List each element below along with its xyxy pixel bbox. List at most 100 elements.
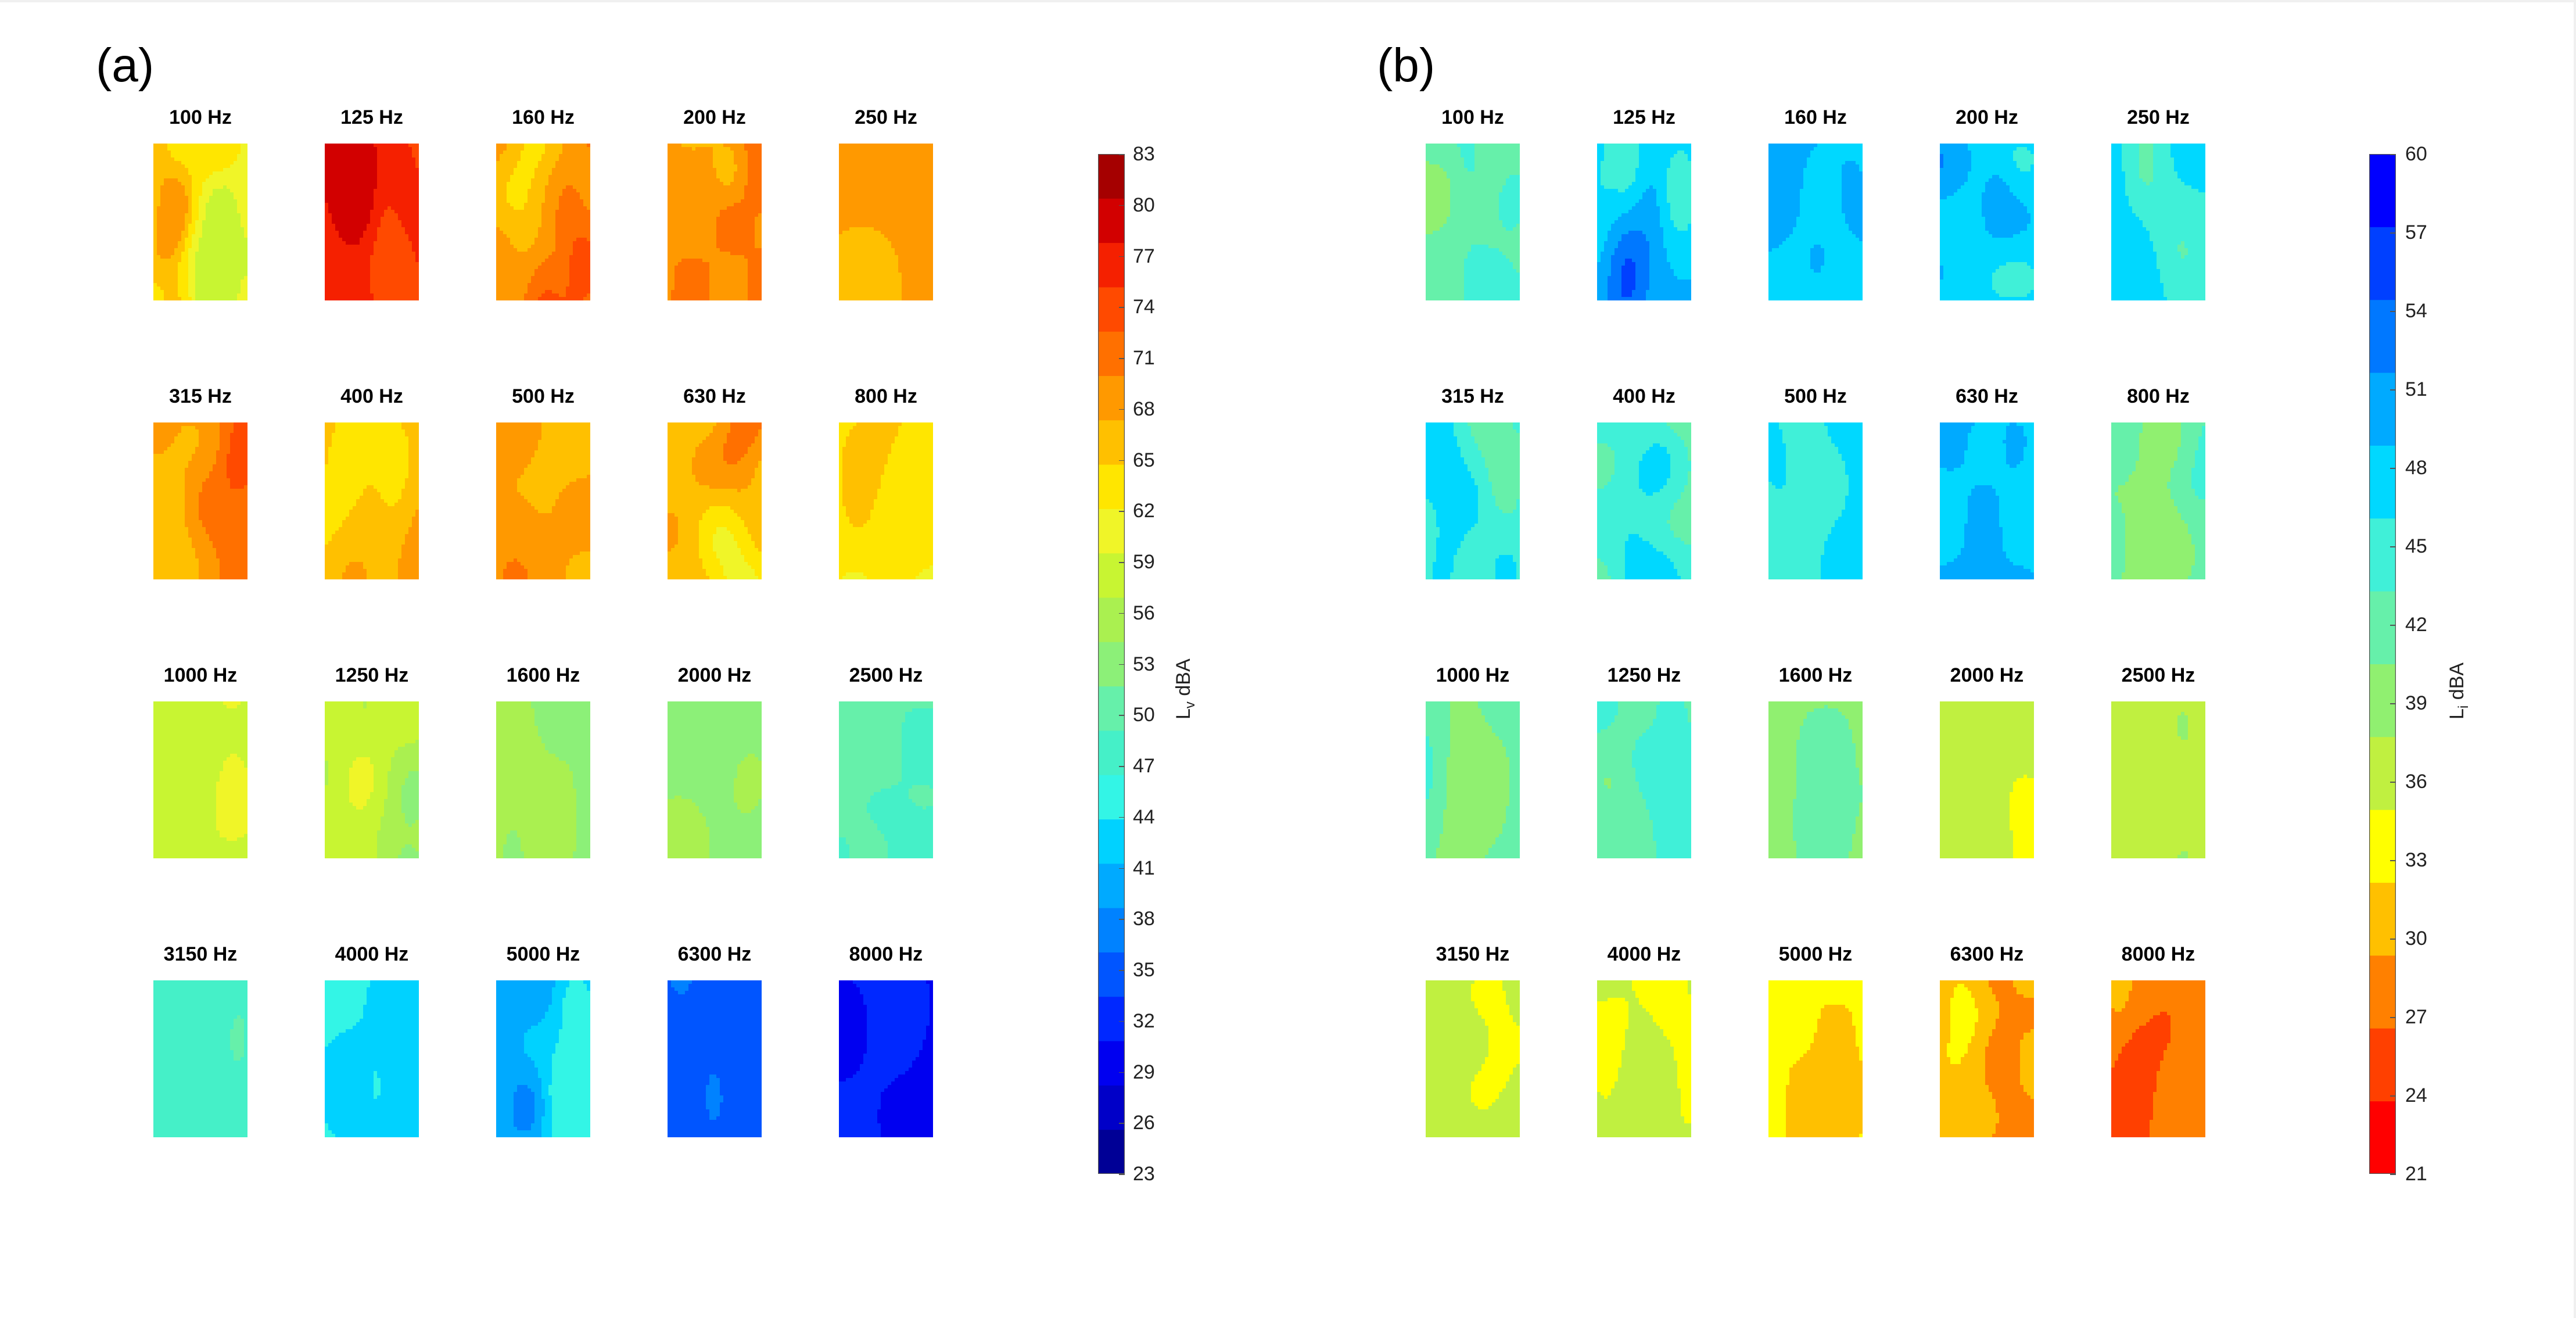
heatmap-cell — [755, 245, 759, 249]
heatmap-cell — [559, 293, 563, 298]
heatmap-cell — [507, 151, 511, 155]
heatmap-cell — [199, 234, 203, 238]
heatmap-cell — [164, 269, 168, 273]
heatmap-cell — [510, 252, 514, 256]
heatmap-cell — [688, 259, 693, 263]
heatmap-cell — [167, 189, 171, 193]
heatmap-cell — [223, 185, 227, 189]
heatmap-cell — [199, 147, 203, 151]
heatmap-cell — [538, 245, 542, 249]
heatmap-cell — [356, 266, 360, 270]
heatmap-cell — [370, 151, 374, 155]
heatmap-cell — [668, 290, 672, 294]
heatmap-cell — [384, 227, 388, 231]
heatmap-cell — [675, 252, 679, 256]
heatmap-cell — [199, 224, 203, 228]
heatmap-cell — [569, 293, 573, 298]
heatmap-cell — [353, 276, 357, 280]
heatmap-cell — [919, 144, 923, 148]
heatmap-cell — [699, 220, 703, 224]
heatmap-cell — [171, 252, 175, 256]
heatmap-cell — [342, 269, 346, 273]
heatmap-cell — [587, 151, 590, 155]
heatmap-cell — [401, 154, 406, 158]
heatmap-cell — [360, 297, 364, 300]
heatmap-cell — [360, 227, 364, 231]
heatmap-cell — [360, 252, 364, 256]
heatmap-cell — [702, 196, 706, 200]
heatmap-cell — [230, 161, 234, 165]
heatmap-cell — [185, 182, 189, 186]
heatmap-cell — [569, 157, 573, 162]
heatmap-cell — [713, 196, 717, 200]
heatmap-cell — [220, 210, 224, 214]
heatmap-cell — [408, 203, 412, 207]
heatmap-cell — [730, 164, 734, 169]
heatmap-cell — [685, 280, 689, 284]
heatmap-cell — [216, 297, 220, 300]
heatmap-cell — [216, 210, 220, 214]
heatmap-cell — [339, 210, 343, 214]
heatmap-cell — [538, 178, 542, 182]
heatmap-cell — [507, 266, 511, 270]
heatmap-cell — [569, 185, 573, 189]
heatmap-cell — [675, 203, 679, 207]
heatmap-cell — [408, 210, 412, 214]
heatmap-cell — [559, 238, 563, 242]
heatmap-cell — [675, 273, 679, 277]
heatmap-cell — [846, 151, 850, 155]
heatmap-cell — [559, 206, 563, 210]
heatmap-cell — [174, 217, 178, 221]
heatmap-cell — [524, 276, 528, 280]
heatmap-cell — [241, 252, 245, 256]
heatmap-cell — [500, 185, 504, 189]
heatmap-cell — [370, 168, 374, 172]
heatmap-cell — [741, 171, 745, 176]
heatmap-cell — [244, 252, 247, 256]
heatmap-cell — [188, 231, 192, 235]
heatmap-cell — [244, 290, 247, 294]
heatmap-cell — [360, 192, 364, 196]
heatmap-cell — [751, 161, 755, 165]
heatmap-cell — [723, 297, 727, 300]
heatmap-cell — [713, 144, 717, 148]
heatmap-cell — [401, 290, 406, 294]
heatmap-cell — [244, 255, 247, 259]
heatmap-cell — [741, 266, 745, 270]
heatmap-cell — [394, 293, 399, 298]
heatmap-cell — [408, 213, 412, 217]
heatmap-cell — [367, 199, 371, 203]
heatmap-cell — [192, 224, 196, 228]
heatmap-cell — [164, 182, 168, 186]
heatmap-cell — [709, 238, 713, 242]
heatmap-cell — [216, 273, 220, 277]
heatmap-cell — [332, 147, 336, 151]
heatmap-cell — [576, 164, 580, 169]
heatmap-cell — [587, 144, 590, 148]
heatmap-cell — [220, 297, 224, 300]
heatmap-cell — [695, 144, 699, 148]
heatmap-cell — [678, 175, 682, 179]
heatmap-cell — [342, 220, 346, 224]
heatmap-cell — [244, 203, 247, 207]
heatmap-cell — [237, 290, 241, 294]
heatmap-cell — [500, 269, 504, 273]
heatmap-cell — [237, 164, 241, 169]
heatmap-cell — [227, 290, 231, 294]
heatmap-cell — [237, 182, 241, 186]
heatmap-cell — [709, 283, 713, 287]
heatmap-cell — [744, 161, 748, 165]
heatmap-cell — [188, 293, 192, 298]
heatmap-cell — [209, 290, 213, 294]
heatmap-cell — [744, 151, 748, 155]
heatmap-cell — [678, 217, 682, 221]
heatmap-cell — [244, 168, 247, 172]
heatmap-cell — [692, 182, 696, 186]
heatmap-cell — [328, 224, 332, 228]
heatmap-cell — [566, 273, 570, 277]
heatmap-cell — [384, 231, 388, 235]
heatmap-cell — [545, 203, 549, 207]
heatmap-cell — [216, 217, 220, 221]
heatmap-cell — [744, 185, 748, 189]
heatmap-cell — [587, 199, 590, 203]
